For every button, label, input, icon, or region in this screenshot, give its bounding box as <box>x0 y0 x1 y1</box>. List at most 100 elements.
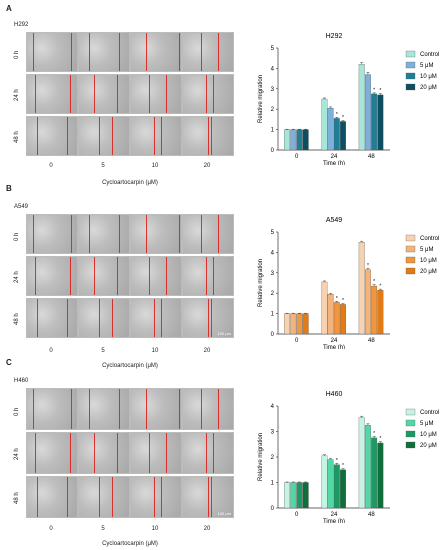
wound-edge-line <box>208 299 209 337</box>
wound-edge-line <box>111 117 113 155</box>
bar <box>284 313 291 335</box>
micrograph-image <box>182 388 234 430</box>
y-tick-label: 5 <box>271 46 275 52</box>
legend-swatch <box>405 72 416 80</box>
wound-edge-line <box>153 477 155 517</box>
wound-edge-line <box>153 117 155 155</box>
significance-marker: * <box>379 88 381 94</box>
legend-label: 20 μM <box>420 443 437 449</box>
y-tick-label: 0 <box>271 332 275 338</box>
wound-edge-line <box>208 117 209 155</box>
micrograph-image <box>182 74 234 114</box>
legend-label: 10 μM <box>420 258 437 264</box>
legend-swatch <box>405 50 416 58</box>
micrograph-image <box>130 298 182 338</box>
x-axis-label: Time (h) <box>323 345 345 349</box>
y-axis-label: Relative migration <box>258 433 264 481</box>
wound-edge-line <box>218 33 219 71</box>
wound-edge-line <box>99 299 100 337</box>
concentration-label: 0 <box>49 526 53 532</box>
legend-label: 5 μM <box>420 421 433 427</box>
concentration-label: 10 <box>151 526 159 532</box>
wound-edge-line <box>210 117 212 155</box>
bar-chart-h292: H292 0 1 2 3 4 5 Relative migration 0 * * 24 * * 48 Tim… <box>258 33 439 165</box>
wound-edge-line <box>213 75 214 113</box>
micrograph-image <box>182 32 234 72</box>
cell-line-label-a: H292 <box>14 22 29 28</box>
wound-edge-line <box>71 215 72 253</box>
wound-edge-line <box>218 389 219 429</box>
micrograph-image <box>26 476 78 518</box>
wound-edge-line <box>213 257 214 295</box>
y-tick-label: 1 <box>271 128 275 134</box>
wound-edge-line <box>146 215 147 253</box>
bar <box>340 304 346 335</box>
wound-edge-line <box>205 433 207 473</box>
wound-edge-line <box>119 389 120 429</box>
significance-marker: * <box>373 87 375 93</box>
x-tick-label: 0 <box>295 512 299 518</box>
row-label: 48 h <box>14 313 20 325</box>
bar <box>333 118 340 151</box>
micrograph-image <box>130 476 182 518</box>
significance-marker: * <box>342 463 344 469</box>
wound-edge-line <box>200 389 202 429</box>
wound-edge-line <box>89 389 90 429</box>
significance-marker: * <box>336 458 338 464</box>
wound-edge-line <box>34 433 36 473</box>
y-tick-label: 2 <box>271 291 275 297</box>
wound-edge-line <box>161 477 162 517</box>
significance-marker: * <box>373 279 375 285</box>
wound-edge-line <box>69 75 71 113</box>
row-label: 0 h <box>14 232 20 241</box>
y-axis-label: Relative migration <box>258 259 264 307</box>
bar <box>302 482 309 509</box>
legend-swatch <box>405 245 416 253</box>
x-tick-label: 24 <box>331 512 338 518</box>
wound-edge-line <box>178 389 180 429</box>
wound-edge-line <box>205 75 207 113</box>
bar <box>358 242 365 335</box>
concentration-label: 20 <box>203 526 211 532</box>
legend-label: 10 μM <box>420 74 437 80</box>
wound-edge-line <box>34 75 36 113</box>
legend-swatch <box>405 61 416 69</box>
bar <box>290 129 297 151</box>
wound-edge-line <box>94 257 95 295</box>
significance-marker: * <box>367 263 369 269</box>
bar <box>371 93 378 151</box>
cell-line-label-b: A549 <box>14 204 29 210</box>
y-axis-label: Relative migration <box>258 75 264 123</box>
wound-edge-line <box>69 433 71 473</box>
micrograph-image <box>182 256 234 296</box>
wound-edge-line <box>37 117 38 155</box>
micrograph-image <box>130 32 182 72</box>
bar <box>377 442 384 509</box>
wound-edge-line <box>37 299 38 337</box>
wound-edge-line <box>148 433 150 473</box>
micrograph-image <box>182 116 234 156</box>
y-tick-label: 1 <box>271 481 275 487</box>
row-label: 48 h <box>14 131 20 143</box>
significance-marker: * <box>342 298 344 304</box>
wound-edge-line <box>146 389 147 429</box>
bar <box>327 294 334 335</box>
legend-label: 10 μM <box>420 432 437 438</box>
bar <box>290 482 297 509</box>
x-tick-label: 24 <box>331 338 338 344</box>
legend-swatch <box>405 441 416 449</box>
bar <box>327 108 334 151</box>
chart-title: A549 <box>326 217 342 224</box>
concentration-label: 5 <box>101 163 105 169</box>
wound-edge-line <box>200 215 202 253</box>
wound-edge-line <box>119 215 120 253</box>
legend-swatch <box>405 83 416 91</box>
bar <box>340 469 346 509</box>
wound-edge-line <box>148 75 150 113</box>
micrograph-image: 100 μm <box>182 298 234 338</box>
legend-swatch <box>405 234 416 242</box>
concentration-label: 10 <box>151 163 159 169</box>
wound-edge-line <box>116 75 118 113</box>
micrograph-image <box>130 432 182 474</box>
wound-edge-line <box>89 215 90 253</box>
